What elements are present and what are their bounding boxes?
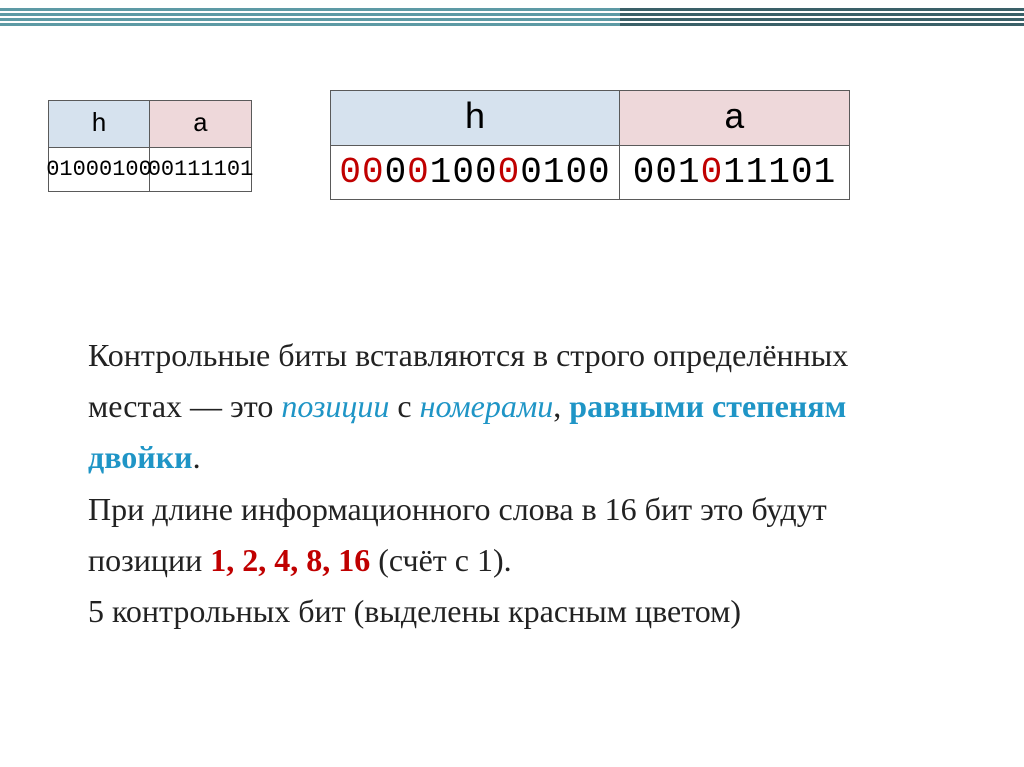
text-run: , xyxy=(553,388,569,424)
bit-control: 0 xyxy=(362,152,385,193)
bit-data: 1 xyxy=(543,152,566,193)
divider-stripe-dark xyxy=(620,23,1024,26)
table-cell: 01000100 xyxy=(48,148,150,192)
bit-data: 0 xyxy=(520,152,543,193)
table-cell: 00111101 xyxy=(150,148,252,192)
table-cell: 000010000100 xyxy=(330,146,620,200)
bit-control: 0 xyxy=(498,152,521,193)
bit-data: 1 xyxy=(768,152,791,193)
bit-data: 1 xyxy=(678,152,701,193)
header-divider xyxy=(0,8,1024,26)
table-header: h xyxy=(48,100,150,148)
text-run: (счёт с 1). xyxy=(370,542,511,578)
bit-data: 1 xyxy=(814,152,837,193)
text-run-emphasis: номерами xyxy=(420,388,554,424)
bit-data: 0 xyxy=(452,152,475,193)
bit-data: 1 xyxy=(746,152,769,193)
divider-stripe-dark xyxy=(620,18,1024,21)
bit-data: 0 xyxy=(565,152,588,193)
table-cell: 001011101 xyxy=(620,146,850,200)
bit-data: 1 xyxy=(430,152,453,193)
table-header: a xyxy=(150,100,252,148)
text-run-positions: 1, 2, 4, 8, 16 xyxy=(210,542,370,578)
table-header: h xyxy=(330,90,620,146)
divider-stripe-dark xyxy=(620,8,1024,11)
table-encoded: h000010000100a001011101 xyxy=(330,90,850,200)
table-header: a xyxy=(620,90,850,146)
text-run-emphasis: позиции xyxy=(281,388,389,424)
text-run: 5 контрольных бит (выделены красным цвет… xyxy=(88,593,741,629)
text-run: с xyxy=(389,388,419,424)
bit-control: 0 xyxy=(339,152,362,193)
bit-data: 0 xyxy=(791,152,814,193)
bit-control: 0 xyxy=(407,152,430,193)
divider-stripe-dark xyxy=(620,13,1024,16)
bit-data: 0 xyxy=(475,152,498,193)
bit-data: 0 xyxy=(633,152,656,193)
text-run: . xyxy=(193,439,201,475)
table-original: h01000100a00111101 xyxy=(48,100,252,192)
bit-data: 1 xyxy=(723,152,746,193)
bit-control: 0 xyxy=(701,152,724,193)
bit-data: 0 xyxy=(655,152,678,193)
bit-data: 0 xyxy=(385,152,408,193)
bit-data: 0 xyxy=(588,152,611,193)
explanation-paragraph: Контрольные биты вставляются в строго оп… xyxy=(88,330,928,637)
